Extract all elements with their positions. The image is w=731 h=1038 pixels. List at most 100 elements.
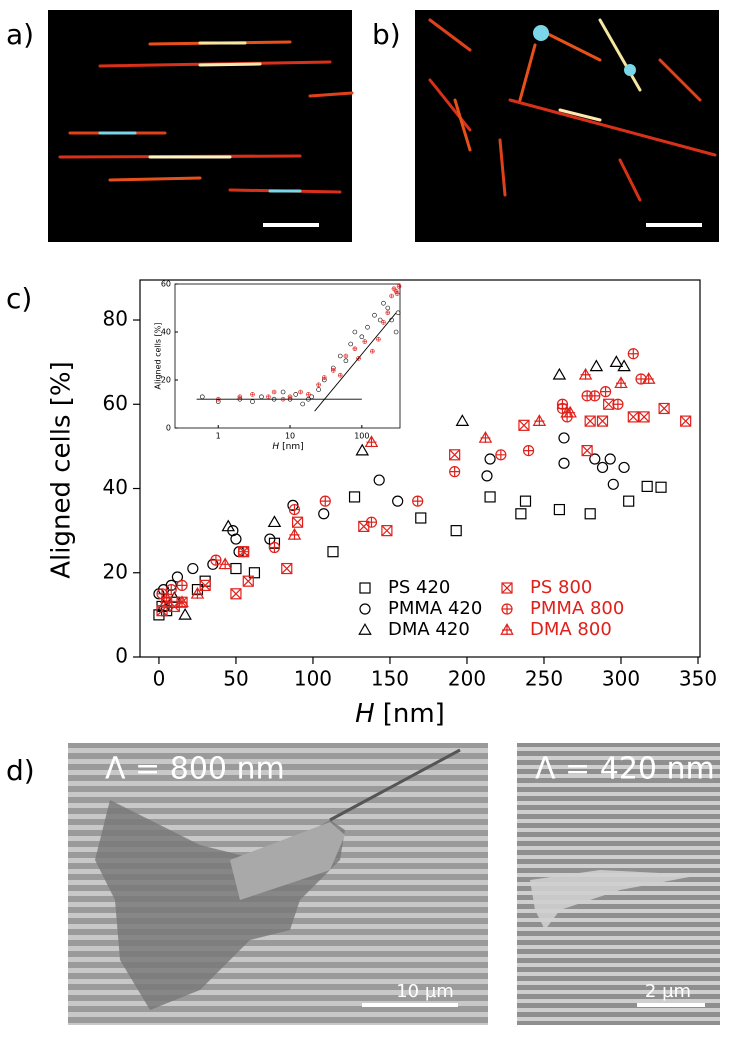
data-point	[389, 293, 394, 299]
legend-label: PMMA 420	[388, 598, 482, 619]
marker-inner	[480, 432, 491, 443]
marker-inner	[192, 588, 203, 599]
inset-x-tick-label: 100	[354, 432, 369, 441]
inset-x-label-var: H	[272, 442, 279, 452]
marker-inner	[580, 369, 591, 380]
marker-shape	[318, 508, 330, 520]
legend-marker	[359, 582, 371, 594]
marker-inner	[389, 294, 394, 298]
data-point	[381, 525, 393, 537]
marker-inner	[391, 286, 396, 291]
marker-inner	[343, 354, 348, 358]
data-point	[319, 495, 331, 507]
marker-shape	[581, 444, 593, 457]
marker-shape	[381, 525, 393, 537]
data-point	[518, 419, 530, 431]
legend-label: PS 800	[530, 577, 592, 598]
data-point	[393, 329, 399, 335]
marker-inner	[518, 419, 530, 431]
marker-shape	[267, 515, 282, 528]
legend-label: DMA 800	[530, 619, 612, 640]
data-point	[552, 367, 567, 380]
marker-shape	[623, 495, 635, 507]
data-point	[393, 288, 399, 294]
data-point	[558, 432, 570, 444]
data-point	[337, 372, 343, 378]
marker-shape	[519, 495, 532, 507]
data-point	[578, 367, 593, 380]
marker-inner	[220, 559, 231, 570]
data-point	[230, 562, 242, 575]
marker-shape	[242, 575, 254, 587]
marker-inner	[316, 382, 321, 387]
marker-inner	[381, 320, 386, 325]
inset-y-tick-label: 0	[166, 424, 171, 433]
data-point	[617, 359, 631, 372]
marker-inner	[495, 449, 506, 460]
plot-frame	[139, 279, 701, 658]
inset-y-axis-label: Aligned cells [%]	[154, 323, 163, 390]
marker-shape	[617, 359, 631, 372]
data-point	[589, 359, 604, 372]
marker-shape	[359, 582, 371, 594]
marker-inner	[501, 582, 513, 594]
data-point	[242, 575, 254, 587]
marker-shape	[584, 508, 596, 520]
data-point	[618, 461, 630, 474]
data-point	[359, 334, 365, 340]
data-point	[316, 387, 321, 392]
marker-shape	[641, 480, 653, 493]
data-point	[607, 478, 619, 490]
marker-inner	[376, 337, 381, 342]
data-point	[364, 435, 379, 448]
marker-inner	[370, 349, 375, 354]
marker-inner	[237, 394, 242, 399]
marker-inner	[557, 399, 568, 410]
marker-inner	[603, 398, 615, 410]
period-label: Λ = 800 nm	[105, 752, 285, 787]
marker-shape	[553, 503, 565, 516]
marker-shape	[638, 411, 650, 423]
marker-inner	[600, 386, 611, 397]
marker-inner	[238, 546, 249, 557]
marker-inner	[288, 394, 293, 399]
data-point	[352, 329, 358, 335]
data-point	[589, 453, 601, 465]
data-point	[248, 567, 261, 579]
sem-image-right: Λ = 420 nm 2 µm	[517, 743, 720, 1025]
data-point	[596, 461, 609, 474]
marker-inner	[449, 449, 461, 461]
marker-shape	[230, 588, 242, 600]
marker-inner	[658, 403, 670, 414]
data-point	[396, 284, 402, 289]
data-point	[638, 411, 650, 423]
marker-shape	[415, 512, 427, 524]
marker-shape	[392, 495, 404, 507]
marker-inner	[272, 390, 277, 394]
marker-shape	[395, 310, 401, 316]
data-point	[165, 584, 177, 596]
marker-shape	[359, 334, 365, 340]
data-point	[391, 286, 397, 292]
panel-label: d)	[6, 754, 35, 787]
marker-shape	[558, 432, 570, 444]
marker-shape	[481, 470, 493, 482]
data-point	[358, 520, 370, 533]
data-point	[627, 348, 639, 360]
data-point	[658, 402, 670, 415]
data-point	[178, 607, 192, 620]
x-tick-label: 100	[294, 667, 332, 691]
data-point	[680, 415, 692, 427]
panel-label: a)	[6, 18, 34, 51]
data-point	[218, 557, 232, 570]
marker-inner	[331, 368, 336, 373]
marker-inner	[395, 291, 400, 296]
data-point	[560, 405, 574, 418]
data-point	[381, 300, 386, 306]
data-point	[522, 444, 535, 457]
data-point	[519, 495, 532, 507]
fit-line	[314, 312, 397, 412]
data-point	[377, 317, 383, 323]
marker-inner	[523, 445, 534, 456]
data-point	[415, 512, 427, 524]
